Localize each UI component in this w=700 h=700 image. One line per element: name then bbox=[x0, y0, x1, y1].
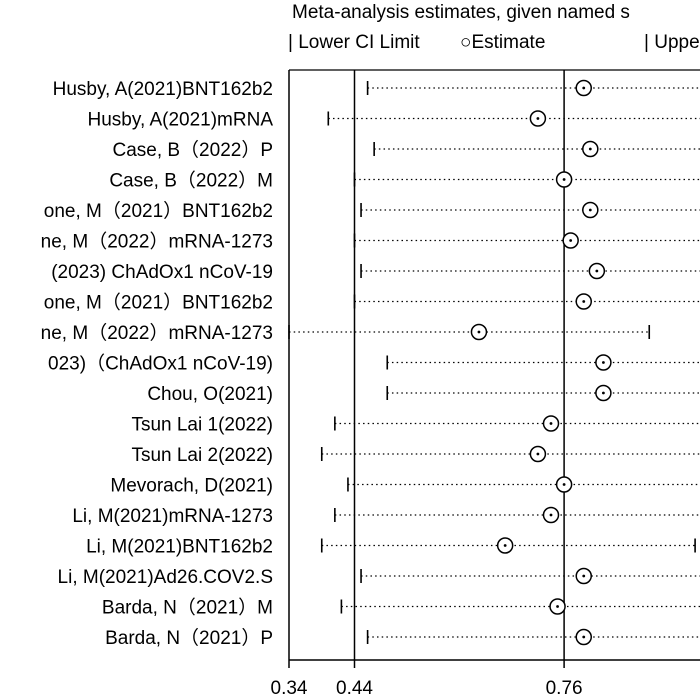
estimate-center-dot bbox=[562, 483, 566, 486]
chart-title: Meta-analysis estimates, given named s bbox=[292, 2, 630, 23]
legend-lower-ci-label: Lower CI Limit bbox=[298, 32, 420, 53]
estimate-center-dot bbox=[569, 239, 573, 242]
x-tick-label: 0.44 bbox=[336, 678, 373, 699]
study-label: Tsun Lai 1(2022) bbox=[131, 415, 273, 436]
study-label: 023)（ChAdOx1 nCoV-19) bbox=[48, 353, 273, 375]
study-label: Case, B（2022）P bbox=[112, 139, 273, 161]
study-label: one, M（2021）BNT162b2 bbox=[44, 200, 273, 222]
study-label: ne, M（2022）mRNA-1273 bbox=[41, 322, 273, 344]
estimate-center-dot bbox=[582, 86, 586, 90]
estimate-center-dot bbox=[477, 330, 481, 334]
estimate-center-dot bbox=[503, 544, 507, 547]
study-label: Barda, N（2021）M bbox=[102, 597, 273, 619]
estimate-center-dot bbox=[549, 422, 553, 425]
estimate-center-dot bbox=[588, 147, 592, 151]
estimate-center-dot bbox=[582, 300, 586, 303]
study-label: Tsun Lai 2(2022) bbox=[131, 445, 273, 466]
estimate-center-dot bbox=[562, 178, 566, 181]
legend-estimate-label: Estimate bbox=[471, 32, 546, 53]
estimate-center-dot bbox=[549, 513, 553, 517]
legend-upper-ci-label: Uppe bbox=[654, 32, 700, 53]
study-label: Husby, A(2021)mRNA bbox=[88, 110, 274, 131]
estimate-center-dot bbox=[536, 117, 540, 120]
study-label: Li, M(2021)BNT162b2 bbox=[86, 537, 273, 558]
estimate-center-dot bbox=[556, 605, 559, 608]
study-label: Case, B（2022）M bbox=[109, 170, 273, 192]
estimate-center-dot bbox=[582, 635, 586, 639]
legend-upper-ci: | Uppe bbox=[644, 32, 700, 53]
estimate-center-dot bbox=[582, 574, 586, 578]
study-label: ne, M（2022）mRNA-1273 bbox=[41, 231, 273, 253]
legend-estimate: ○Estimate bbox=[460, 32, 546, 53]
study-label: Barda, N（2021）P bbox=[105, 627, 273, 649]
estimate-center-dot bbox=[536, 452, 540, 456]
study-label: one, M（2021）BNT162b2 bbox=[44, 292, 273, 314]
study-label: Li, M(2021)Ad26.COV2.S bbox=[58, 567, 273, 588]
study-label: (2023) ChAdOx1 nCoV-19 bbox=[51, 262, 273, 283]
study-label: Chou, O(2021) bbox=[147, 384, 273, 405]
estimate-center-dot bbox=[602, 391, 605, 395]
legend-lower-ci: | Lower CI Limit bbox=[288, 32, 420, 53]
study-label: Li, M(2021)mRNA-1273 bbox=[72, 506, 273, 527]
x-tick-label: 0.76 bbox=[546, 678, 583, 699]
x-tick-label: 0.34 bbox=[271, 678, 308, 699]
estimate-center-dot bbox=[595, 269, 599, 273]
study-label: Husby, A(2021)BNT162b2 bbox=[53, 79, 273, 100]
study-label: Mevorach, D(2021) bbox=[110, 476, 273, 497]
estimate-center-dot bbox=[588, 208, 592, 212]
estimate-center-dot bbox=[602, 361, 605, 364]
